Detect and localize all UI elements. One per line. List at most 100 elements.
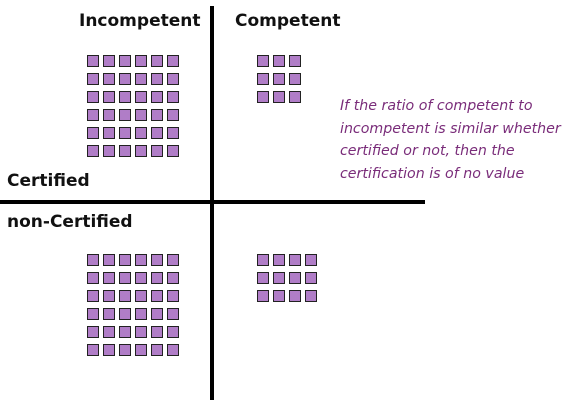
person-square [167,127,179,139]
person-square [87,308,99,320]
person-square [119,145,131,157]
person-square [135,308,147,320]
person-square [119,91,131,103]
person-square [119,344,131,356]
person-square [167,344,179,356]
person-square [135,73,147,85]
person-square [305,254,317,266]
person-square [273,272,285,284]
person-square [119,308,131,320]
person-square [289,290,301,302]
person-square [87,290,99,302]
person-square [135,290,147,302]
person-square [305,290,317,302]
person-square [87,326,99,338]
person-square [167,272,179,284]
person-square [257,73,269,85]
person-square [151,127,163,139]
person-square [103,109,115,121]
note-line: certified or not, then the [340,143,515,159]
person-square [167,254,179,266]
person-square [87,91,99,103]
person-square [289,272,301,284]
person-square [103,145,115,157]
person-square [167,91,179,103]
person-square [135,344,147,356]
person-square [257,290,269,302]
person-square [151,109,163,121]
person-square [87,127,99,139]
person-square [135,145,147,157]
annotation-note: If the ratio of competent to incompetent… [340,95,570,185]
person-square [87,145,99,157]
person-square [167,308,179,320]
person-square [273,55,285,67]
person-square [135,91,147,103]
person-square [103,272,115,284]
person-square [257,272,269,284]
person-square [135,109,147,121]
person-square [257,55,269,67]
person-square [119,272,131,284]
person-square [119,73,131,85]
person-square [167,326,179,338]
non-certified-competent-grid [257,254,317,302]
person-square [87,109,99,121]
horizontal-axis-line [0,200,425,204]
person-square [135,127,147,139]
person-square [151,73,163,85]
person-square [151,254,163,266]
person-square [103,326,115,338]
person-square [103,55,115,67]
person-square [87,344,99,356]
non-certified-incompetent-grid [87,254,179,356]
person-square [87,254,99,266]
person-square [119,55,131,67]
person-square [151,55,163,67]
person-square [87,55,99,67]
person-square [87,272,99,284]
person-square [119,109,131,121]
person-square [273,91,285,103]
non-certified-row-label: non-Certified [7,212,133,232]
person-square [289,73,301,85]
person-square [135,254,147,266]
person-square [167,145,179,157]
person-square [289,254,301,266]
person-square [103,344,115,356]
person-square [151,344,163,356]
person-square [151,290,163,302]
note-line: If the ratio of competent to [340,98,533,114]
person-square [273,254,285,266]
certified-row-label: Certified [7,171,90,191]
note-line: incompetent is similar whether [340,120,561,137]
person-square [167,109,179,121]
certified-competent-grid [257,55,301,103]
person-square [151,272,163,284]
person-square [135,272,147,284]
person-square [119,290,131,302]
person-square [257,254,269,266]
person-square [273,290,285,302]
person-square [151,308,163,320]
person-square [151,145,163,157]
person-square [273,73,285,85]
person-square [119,127,131,139]
person-square [103,91,115,103]
person-square [289,91,301,103]
person-square [103,308,115,320]
person-square [167,73,179,85]
person-square [103,290,115,302]
person-square [135,326,147,338]
person-square [119,326,131,338]
person-square [151,326,163,338]
person-square [257,91,269,103]
person-square [103,127,115,139]
person-square [289,55,301,67]
person-square [103,254,115,266]
person-square [167,290,179,302]
person-square [167,55,179,67]
person-square [87,73,99,85]
note-line: certification is of no value [340,165,525,182]
